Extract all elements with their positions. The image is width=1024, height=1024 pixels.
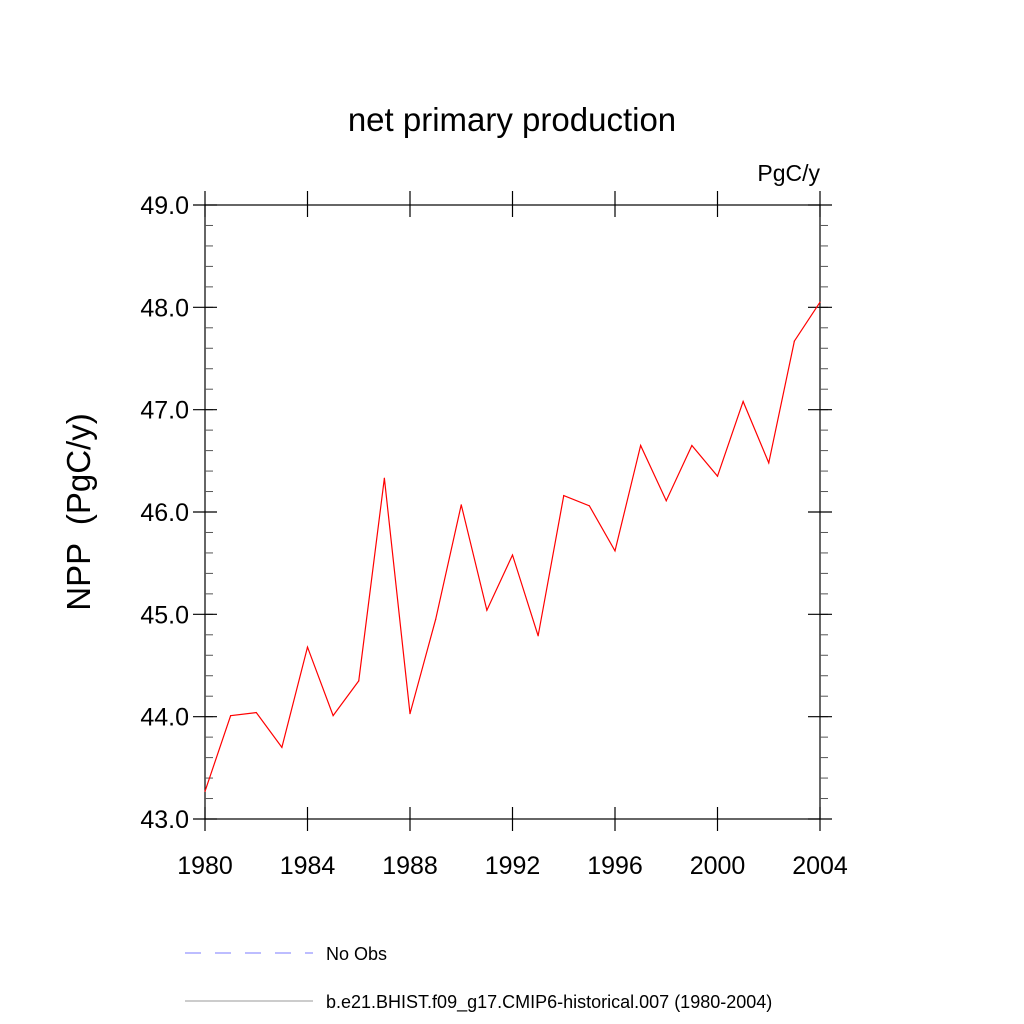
- data-point: [665, 500, 667, 502]
- data-point: [716, 475, 719, 477]
- data-point: [358, 680, 360, 682]
- data-point: [511, 554, 514, 556]
- legend: No Obs b.e21.BHIST.f09_g17.CMIP6-historic…: [185, 944, 772, 1013]
- data-point: [306, 646, 309, 648]
- y-tick-label: 48.0: [140, 294, 189, 322]
- data-point: [383, 477, 385, 479]
- data-point: [819, 301, 821, 303]
- data-point: [230, 715, 232, 717]
- y-axis-label: NPP (PgC/y): [60, 413, 97, 610]
- data-point: [460, 504, 462, 506]
- x-tick-label: 1984: [280, 852, 336, 880]
- y-tick-label: 46.0: [140, 499, 189, 527]
- x-tick-label: 2000: [690, 852, 746, 880]
- y-tick-label: 43.0: [140, 806, 189, 834]
- data-point: [409, 712, 411, 715]
- data-point: [255, 711, 257, 714]
- series-line: [204, 301, 821, 792]
- x-tick-label: 1996: [587, 852, 643, 880]
- plot-frame: [204, 204, 821, 820]
- y-tick-label: 49.0: [140, 192, 189, 220]
- data-point: [537, 635, 539, 637]
- x-tick-label: 2004: [792, 852, 848, 880]
- data-point: [793, 340, 795, 342]
- data-point: [742, 400, 744, 403]
- data-point: [640, 444, 642, 447]
- data-point: [281, 746, 283, 748]
- x-tick-label: 1980: [177, 852, 233, 880]
- series-group: [204, 301, 821, 792]
- data-point: [486, 609, 488, 611]
- legend-label: b.e21.BHIST.f09_g17.CMIP6-historical.007…: [326, 992, 772, 1013]
- axes: 43.0 44.0 45.0 46.0 47.0 48.0 49.0 1980 1984 1988…: [140, 191, 848, 880]
- data-point: [588, 505, 590, 507]
- y-tick-label: 47.0: [140, 397, 189, 425]
- y-tick-label: 44.0: [140, 704, 189, 732]
- units-label: PgC/y: [757, 160, 820, 186]
- data-point: [614, 550, 616, 552]
- data-point: [768, 462, 770, 464]
- legend-label: No Obs: [326, 944, 387, 964]
- data-point: [332, 715, 334, 717]
- y-tick-label: 45.0: [140, 601, 189, 629]
- x-tick-label: 1988: [382, 852, 438, 880]
- data-point: [691, 444, 693, 447]
- data-point: [204, 790, 206, 792]
- chart-title: net primary production: [348, 101, 676, 138]
- data-point: [563, 495, 565, 497]
- data-point: [435, 618, 437, 621]
- x-tick-label: 1992: [485, 852, 541, 880]
